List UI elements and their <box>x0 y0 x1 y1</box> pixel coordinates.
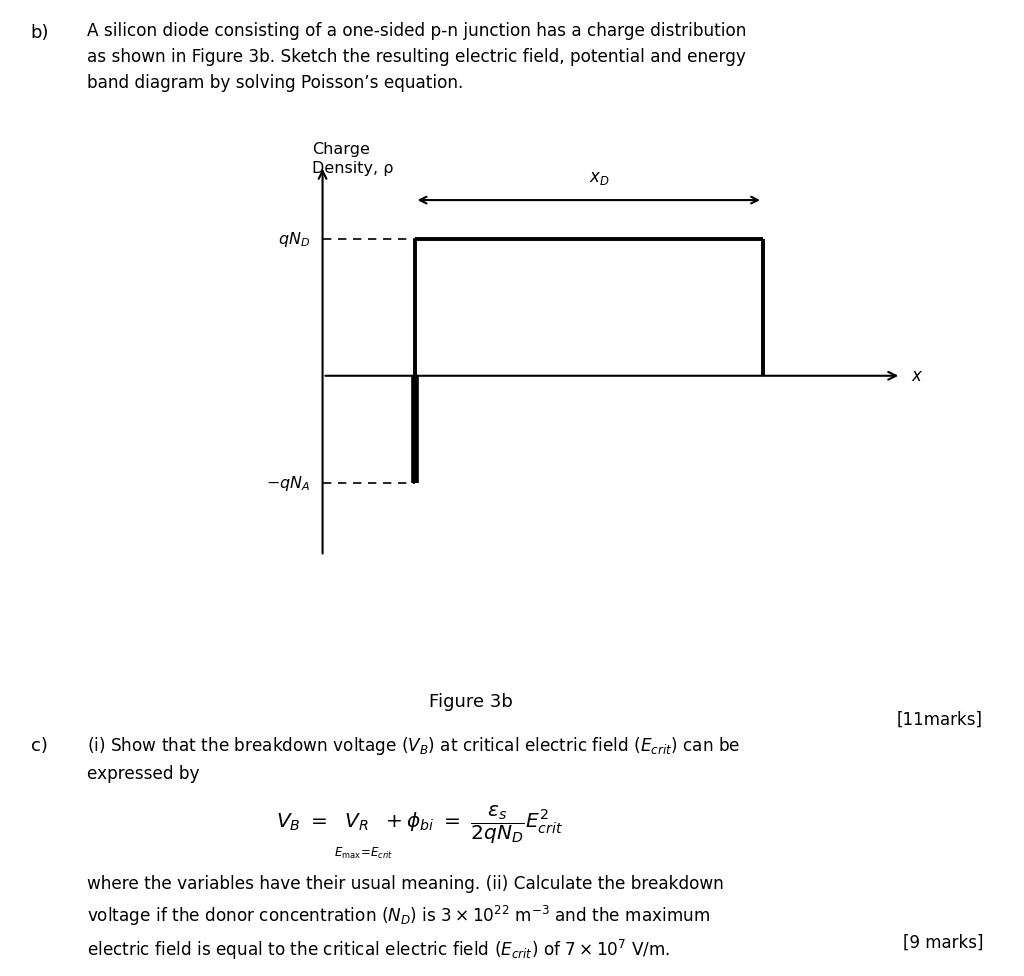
Text: (i) Show that the breakdown voltage ($V_B$) at critical electric field ($E_{crit: (i) Show that the breakdown voltage ($V_… <box>87 735 740 783</box>
Text: $x_D$: $x_D$ <box>589 170 609 187</box>
Text: $-qN_A$: $-qN_A$ <box>266 473 310 493</box>
Text: [11marks]: [11marks] <box>897 711 983 728</box>
Text: $x$: $x$ <box>911 367 924 385</box>
Text: b): b) <box>31 24 49 42</box>
Text: where the variables have their usual meaning. (ii) Calculate the breakdown
volta: where the variables have their usual mea… <box>87 875 724 961</box>
Text: Charge
Density, ρ: Charge Density, ρ <box>312 142 394 177</box>
Text: Figure 3b: Figure 3b <box>429 693 513 711</box>
Text: $V_{B}\ =\ \ V_{R}\ \ +\phi_{bi}\ =\ \dfrac{\varepsilon_{s}}{2qN_{D}}E^{2}_{crit: $V_{B}\ =\ \ V_{R}\ \ +\phi_{bi}\ =\ \df… <box>276 803 564 846</box>
Text: [9 marks]: [9 marks] <box>902 934 983 952</box>
Text: c): c) <box>31 737 47 754</box>
Text: A silicon diode consisting of a one-sided p-n junction has a charge distribution: A silicon diode consisting of a one-side… <box>87 22 746 92</box>
Text: $qN_D$: $qN_D$ <box>279 229 310 249</box>
Text: $E_{\mathrm{max}}\!=\!E_{crit}$: $E_{\mathrm{max}}\!=\!E_{crit}$ <box>334 846 393 861</box>
